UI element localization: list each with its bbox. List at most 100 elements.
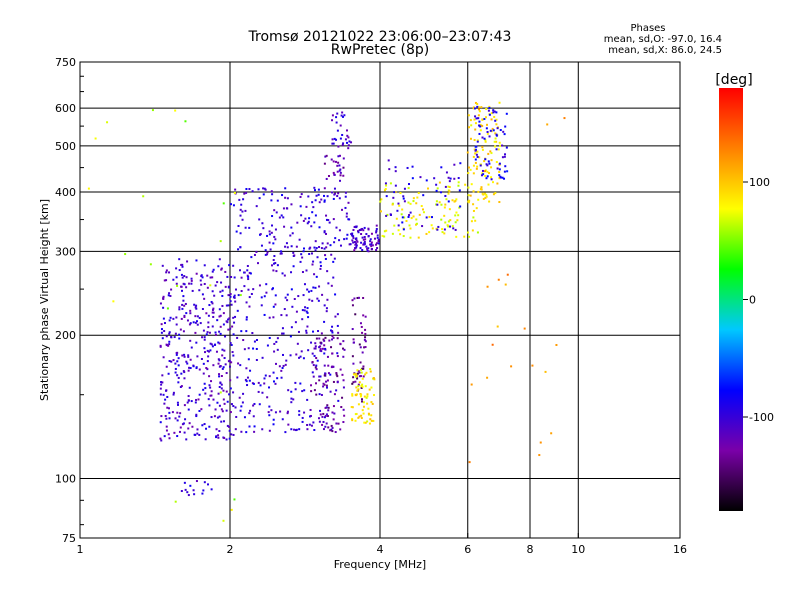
data-point <box>364 315 367 318</box>
data-point <box>453 177 456 180</box>
data-point <box>168 331 171 334</box>
data-point <box>290 245 293 248</box>
data-point <box>274 228 277 231</box>
data-point <box>472 209 475 212</box>
data-point <box>301 420 304 423</box>
data-point <box>142 195 145 198</box>
data-point <box>314 240 317 243</box>
data-point <box>472 106 475 109</box>
data-point <box>208 384 211 387</box>
data-point <box>292 265 295 268</box>
data-point <box>225 390 228 393</box>
data-point <box>317 330 320 333</box>
data-point <box>335 116 338 119</box>
data-point <box>441 231 444 234</box>
data-point <box>479 125 482 128</box>
data-point <box>418 213 421 216</box>
data-point <box>187 399 190 402</box>
data-point <box>375 224 378 227</box>
data-point <box>174 109 177 112</box>
data-point <box>328 221 331 224</box>
data-point <box>448 190 451 193</box>
data-point <box>221 348 224 351</box>
data-point <box>245 191 248 194</box>
data-point <box>436 228 439 231</box>
data-point <box>191 289 194 292</box>
data-point <box>258 218 261 221</box>
data-point <box>332 405 335 408</box>
data-point <box>287 423 290 426</box>
data-point <box>172 317 175 320</box>
data-point <box>354 243 357 246</box>
data-point <box>375 242 378 245</box>
data-point <box>334 293 337 296</box>
data-point <box>362 314 365 317</box>
data-point <box>363 226 366 229</box>
data-point <box>331 325 334 328</box>
data-point <box>268 405 271 408</box>
data-point <box>401 216 404 219</box>
data-point <box>361 377 364 380</box>
data-point <box>321 242 324 245</box>
data-point <box>274 238 277 241</box>
data-point <box>189 309 192 312</box>
data-point <box>284 363 287 366</box>
data-point <box>342 421 345 424</box>
data-point <box>359 395 362 398</box>
data-point <box>444 221 447 224</box>
data-point <box>325 214 328 217</box>
data-point <box>325 307 328 310</box>
data-point <box>292 251 295 254</box>
data-point <box>487 160 490 163</box>
data-point <box>402 195 405 198</box>
data-point <box>183 283 186 286</box>
data-point <box>342 408 345 411</box>
data-point <box>217 265 220 268</box>
data-point <box>306 311 309 314</box>
data-point <box>311 263 314 266</box>
data-point <box>475 153 478 156</box>
data-point <box>398 204 401 207</box>
data-point <box>352 236 355 239</box>
data-point <box>447 200 450 203</box>
data-point <box>177 364 180 367</box>
data-point <box>240 290 243 293</box>
data-point <box>262 193 265 196</box>
data-point <box>268 336 271 339</box>
data-point <box>499 129 502 132</box>
data-point <box>478 120 481 123</box>
data-point <box>316 359 319 362</box>
data-point <box>338 169 341 172</box>
data-point <box>183 431 186 434</box>
data-point <box>357 231 360 234</box>
data-point <box>246 264 249 267</box>
data-point <box>454 228 457 231</box>
data-point <box>372 419 375 422</box>
data-point <box>319 267 322 270</box>
data-point <box>165 429 168 432</box>
data-point <box>203 347 206 350</box>
data-point <box>217 341 220 344</box>
data-point <box>298 413 301 416</box>
data-point <box>498 162 501 165</box>
data-point <box>175 353 178 356</box>
data-point <box>305 310 308 313</box>
data-point <box>443 228 446 231</box>
data-point <box>369 240 372 243</box>
data-point <box>373 394 376 397</box>
data-point <box>317 193 320 196</box>
data-point <box>318 201 321 204</box>
data-point <box>317 299 320 302</box>
data-point <box>331 331 334 334</box>
data-point <box>330 284 333 287</box>
data-point <box>324 347 327 350</box>
data-point <box>313 354 316 357</box>
data-point <box>369 243 372 246</box>
data-point <box>351 382 354 385</box>
data-point <box>336 355 339 358</box>
data-point <box>494 137 497 140</box>
data-point <box>228 360 231 363</box>
data-point <box>259 233 262 236</box>
data-point <box>496 127 499 130</box>
